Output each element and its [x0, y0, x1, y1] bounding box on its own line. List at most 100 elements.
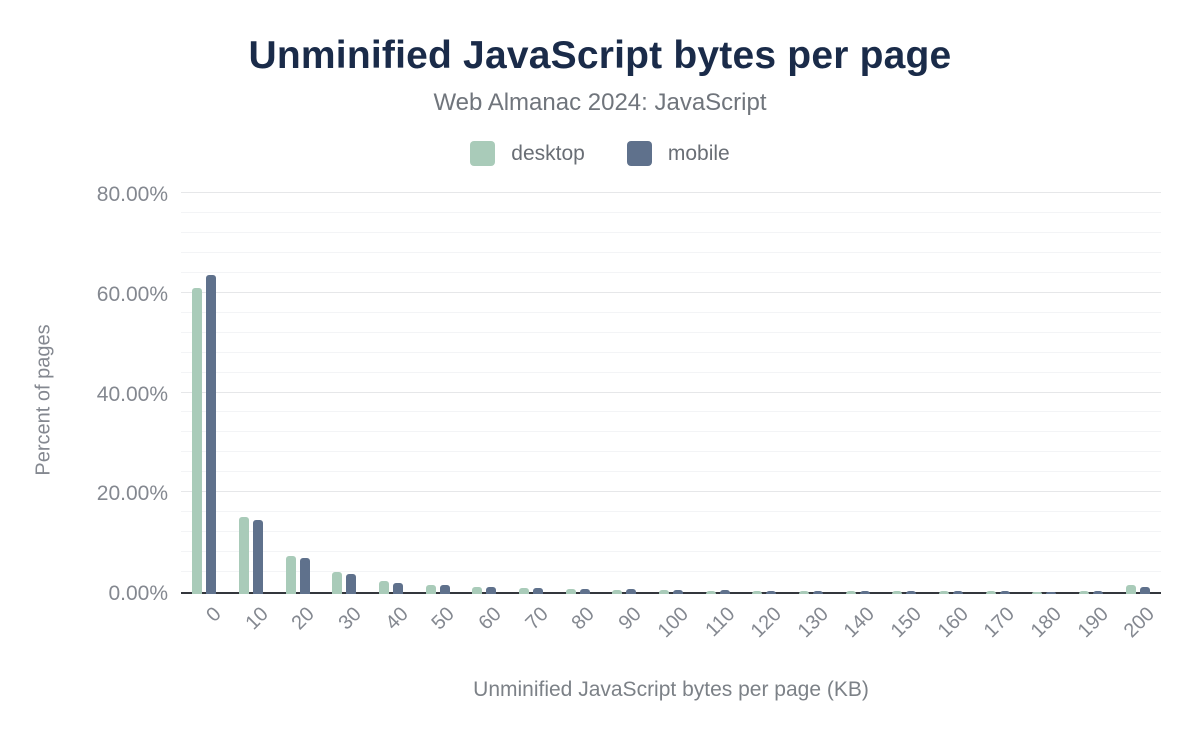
minor-gridline-28 — [181, 451, 1161, 453]
x-tick-label-0: 0 — [202, 603, 226, 627]
x-tick-label-180: 180 — [1026, 603, 1066, 643]
bar-mobile-170[interactable] — [999, 591, 1010, 594]
bar-desktop-120[interactable] — [752, 590, 763, 594]
bar-desktop-40[interactable] — [379, 580, 390, 594]
bar-group-0 — [181, 195, 228, 594]
bar-mobile-200[interactable] — [1139, 587, 1150, 594]
bar-mobile-80[interactable] — [579, 588, 590, 594]
legend-label: mobile — [667, 141, 730, 165]
y-tick-label-40: 40.00% — [96, 382, 168, 406]
bar-mobile-120[interactable] — [766, 590, 777, 594]
x-tick-label-10: 10 — [241, 603, 273, 635]
bar-desktop-140[interactable] — [845, 591, 856, 594]
bar-mobile-70[interactable] — [533, 587, 544, 594]
bar-desktop-90[interactable] — [612, 589, 623, 594]
bar-desktop-180[interactable] — [1032, 591, 1043, 594]
bar-mobile-180[interactable] — [1046, 591, 1057, 594]
minor-gridline-48 — [181, 351, 1161, 353]
minor-gridline-4 — [181, 571, 1161, 573]
x-tick-label-90: 90 — [614, 603, 646, 635]
bar-mobile-40[interactable] — [393, 582, 404, 594]
bar-mobile-110[interactable] — [719, 590, 730, 594]
x-tick-label-100: 100 — [653, 603, 693, 643]
bar-desktop-80[interactable] — [565, 589, 576, 594]
y-tick-label-60: 60.00% — [96, 282, 168, 306]
bar-mobile-150[interactable] — [906, 591, 917, 594]
bar-mobile-20[interactable] — [299, 558, 310, 594]
bar-mobile-90[interactable] — [626, 589, 637, 594]
bar-mobile-140[interactable] — [859, 591, 870, 594]
bar-group-90 — [601, 195, 648, 594]
minor-gridline-72 — [181, 231, 1161, 233]
x-tick-label-40: 40 — [381, 603, 413, 635]
bar-mobile-130[interactable] — [813, 590, 824, 594]
bar-mobile-10[interactable] — [253, 519, 263, 594]
x-tick-label-140: 140 — [840, 603, 880, 643]
chart-subtitle: Web Almanac 2024: JavaScript — [433, 89, 767, 116]
bar-group-70 — [508, 195, 555, 594]
x-tick-label-110: 110 — [701, 603, 740, 642]
x-tick-label-130: 130 — [793, 603, 833, 643]
bar-group-30 — [321, 195, 368, 594]
bar-group-190 — [1068, 195, 1115, 594]
bar-mobile-50[interactable] — [439, 585, 450, 594]
y-tick-label-20: 20.00% — [96, 482, 168, 506]
legend-item-mobile[interactable]: mobile — [626, 141, 730, 166]
bar-desktop-150[interactable] — [892, 591, 903, 594]
bar-group-160 — [928, 195, 975, 594]
major-gridline-40 — [181, 391, 1161, 393]
x-tick-label-160: 160 — [933, 603, 973, 643]
bar-desktop-60[interactable] — [472, 586, 483, 594]
x-tick-label-60: 60 — [474, 603, 506, 635]
bar-desktop-190[interactable] — [1079, 591, 1090, 594]
bar-mobile-0[interactable] — [206, 275, 217, 594]
minor-gridline-56 — [181, 311, 1161, 313]
x-tick-label-50: 50 — [427, 603, 460, 635]
bar-group-200 — [1114, 195, 1161, 594]
bar-group-40 — [368, 195, 415, 594]
bar-group-20 — [274, 195, 321, 594]
minor-gridline-52 — [181, 331, 1161, 333]
minor-gridline-44 — [181, 371, 1161, 373]
legend-swatch-mobile — [626, 141, 652, 166]
bar-desktop-130[interactable] — [799, 591, 810, 594]
bar-desktop-110[interactable] — [705, 590, 716, 594]
x-tick-label-190: 190 — [1073, 603, 1113, 643]
bar-group-80 — [554, 195, 601, 594]
x-tick-label-150: 150 — [886, 603, 926, 643]
y-tick-label-80: 80.00% — [96, 183, 168, 206]
bar-group-120 — [741, 195, 788, 594]
bar-desktop-160[interactable] — [939, 591, 950, 594]
bar-group-180 — [1021, 195, 1068, 594]
bar-group-110 — [694, 195, 741, 594]
bar-desktop-10[interactable] — [239, 517, 249, 594]
bar-mobile-190[interactable] — [1093, 591, 1104, 594]
x-tick-label-70: 70 — [521, 603, 553, 635]
bar-desktop-20[interactable] — [285, 555, 296, 594]
minor-gridline-12 — [181, 531, 1161, 533]
bar-desktop-170[interactable] — [985, 591, 996, 594]
minor-gridline-76 — [181, 211, 1161, 213]
legend-label: desktop — [511, 141, 585, 165]
bar-desktop-0[interactable] — [192, 287, 203, 594]
minor-gridline-8 — [181, 551, 1161, 553]
bar-group-150 — [881, 195, 928, 594]
bar-mobile-60[interactable] — [486, 587, 497, 594]
bar-mobile-160[interactable] — [953, 591, 964, 594]
bar-desktop-70[interactable] — [519, 587, 530, 594]
bar-desktop-100[interactable] — [659, 589, 670, 594]
minor-gridline-24 — [181, 471, 1161, 473]
chart-title: Unminified JavaScript bytes per page — [248, 34, 952, 77]
x-tick-label-30: 30 — [334, 603, 366, 635]
bar-mobile-100[interactable] — [673, 589, 684, 594]
major-gridline-80 — [181, 192, 1161, 193]
bar-desktop-30[interactable] — [332, 571, 343, 594]
legend-item-desktop[interactable]: desktop — [470, 141, 585, 166]
bar-desktop-50[interactable] — [425, 584, 436, 594]
legend: desktop mobile — [0, 141, 1200, 166]
bar-mobile-30[interactable] — [346, 573, 357, 594]
bar-desktop-200[interactable] — [1125, 584, 1136, 594]
minor-gridline-64 — [181, 271, 1161, 273]
plot-area — [181, 192, 1161, 594]
